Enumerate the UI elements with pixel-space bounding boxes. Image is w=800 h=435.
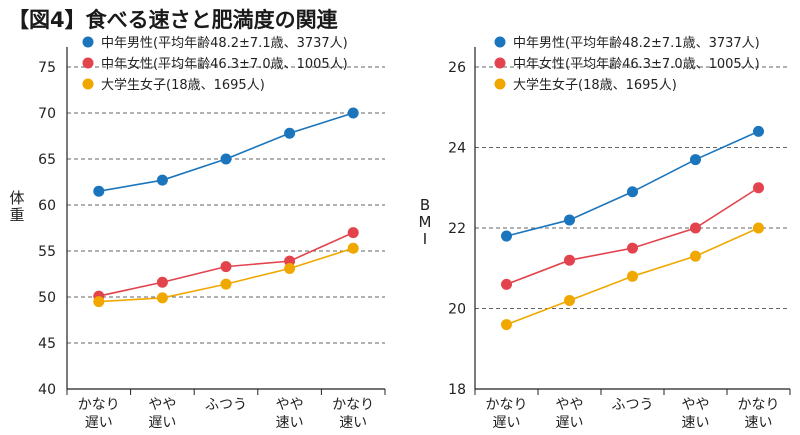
bmi-data-point [501, 230, 512, 242]
bmi-x-tick-label: やや遅い [556, 397, 584, 431]
weight-data-point [220, 153, 232, 165]
bmi-data-point [501, 278, 512, 290]
weight-x-tick-label: ふつう [205, 397, 247, 413]
bmi-data-point [564, 214, 575, 226]
weight-data-point [284, 262, 296, 274]
weight-legend-label: 中年女性(平均年齢46.3±7.0歳、1005人) [101, 56, 348, 72]
weight-data-point [220, 261, 232, 273]
weight-x-tick-label: やや遅い [148, 397, 176, 431]
bmi-y-tick-label: 18 [448, 382, 466, 398]
bmi-data-point [564, 294, 575, 306]
weight-data-point [93, 296, 105, 308]
bmi-y-tick-label: 26 [448, 60, 466, 76]
bmi-legend-label: 中年女性(平均年齢46.3±7.0歳、1005人) [513, 56, 760, 72]
weight-data-point [156, 174, 168, 186]
weight-legend-marker [82, 36, 94, 48]
weight-y-tick-label: 65 [38, 152, 56, 168]
weight-y-tick-label: 45 [38, 336, 56, 352]
bmi-x-tick-label: かなり速い [738, 397, 780, 431]
bmi-data-point [690, 250, 701, 262]
bmi-y-tick-label: 22 [448, 221, 466, 237]
figure-title: 【図4】食べる速さと肥満度の関連 [8, 8, 338, 32]
weight-y-tick-label: 55 [38, 244, 56, 260]
weight-data-point [156, 292, 168, 304]
weight-x-tick-label: かなり遅い [78, 397, 120, 431]
bmi-data-point [753, 182, 764, 194]
bmi-legend-label: 大学生女子(18歳、1695人) [513, 77, 677, 93]
weight-data-point [347, 242, 359, 254]
weight-y-axis-label: 体重 [9, 189, 24, 224]
bmi-data-point [627, 242, 638, 254]
weight-legend-label: 中年男性(平均年齢48.2±7.1歳、3737人) [101, 36, 348, 51]
weight-legend-label: 大学生女子(18歳、1695人) [101, 77, 265, 93]
bmi-data-point [753, 222, 764, 234]
bmi-data-point [627, 186, 638, 198]
bmi-x-tick-label: やや速い [682, 397, 710, 431]
bmi-legend-marker [494, 78, 506, 90]
weight-y-tick-label: 60 [38, 198, 56, 214]
weight-data-point [284, 127, 296, 139]
weight-data-point [156, 276, 168, 288]
weight-y-tick-label: 50 [38, 290, 56, 306]
bmi-series-line-1 [506, 187, 759, 286]
bmi-x-tick-label: ふつう [612, 397, 654, 413]
weight-y-tick-label: 75 [38, 60, 56, 76]
weight-x-tick-label: かなり速い [332, 397, 374, 431]
weight-data-point [220, 278, 232, 290]
bmi-y-tick-label: 20 [448, 302, 466, 318]
weight-data-point [347, 227, 359, 239]
weight-legend-marker [82, 78, 94, 90]
bmi-data-point [690, 154, 701, 166]
weight-legend-marker [82, 57, 94, 69]
weight-y-tick-label: 40 [38, 382, 56, 398]
bmi-x-tick-label: かなり遅い [486, 397, 528, 431]
bmi-legend-marker [494, 57, 506, 69]
weight-data-point [347, 107, 359, 119]
weight-x-tick-label: やや速い [276, 397, 304, 431]
weight-series-line-2 [98, 247, 354, 303]
weight-data-point [93, 185, 105, 197]
bmi-data-point [627, 270, 638, 282]
bmi-legend-label: 中年男性(平均年齢48.2±7.1歳、3737人) [513, 36, 760, 51]
bmi-data-point [753, 125, 764, 137]
bmi-data-point [690, 222, 701, 234]
bmi-data-point [564, 254, 575, 266]
bmi-y-tick-label: 24 [448, 141, 466, 157]
weight-series-line-0 [98, 112, 354, 192]
bmi-legend-marker [494, 36, 506, 48]
bmi-data-point [501, 319, 512, 331]
weight-y-tick-label: 70 [38, 106, 56, 122]
